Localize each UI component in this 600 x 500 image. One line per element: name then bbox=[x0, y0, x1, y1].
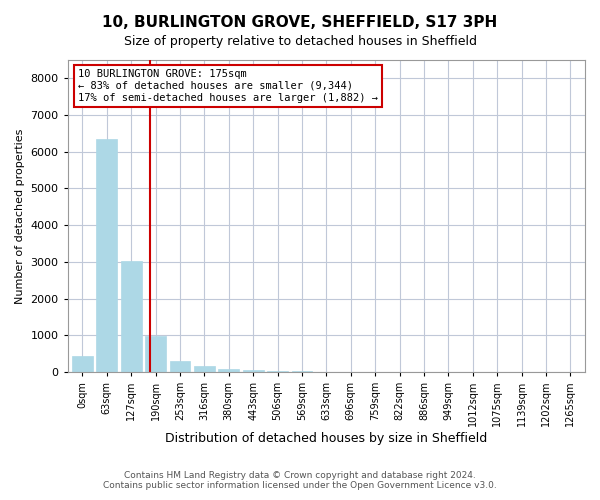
Bar bbox=[121, 261, 142, 372]
Text: 10, BURLINGTON GROVE, SHEFFIELD, S17 3PH: 10, BURLINGTON GROVE, SHEFFIELD, S17 3PH bbox=[103, 15, 497, 30]
Bar bbox=[72, 356, 93, 372]
Text: Contains HM Land Registry data © Crown copyright and database right 2024.
Contai: Contains HM Land Registry data © Crown c… bbox=[103, 470, 497, 490]
Bar bbox=[218, 369, 239, 372]
Bar bbox=[97, 139, 117, 372]
Bar bbox=[194, 366, 215, 372]
Bar bbox=[267, 371, 288, 372]
X-axis label: Distribution of detached houses by size in Sheffield: Distribution of detached houses by size … bbox=[165, 432, 487, 445]
Bar bbox=[170, 360, 190, 372]
Text: Size of property relative to detached houses in Sheffield: Size of property relative to detached ho… bbox=[124, 35, 476, 48]
Bar bbox=[243, 370, 263, 372]
Text: 10 BURLINGTON GROVE: 175sqm
← 83% of detached houses are smaller (9,344)
17% of : 10 BURLINGTON GROVE: 175sqm ← 83% of det… bbox=[78, 70, 378, 102]
Y-axis label: Number of detached properties: Number of detached properties bbox=[15, 128, 25, 304]
Bar bbox=[145, 336, 166, 372]
